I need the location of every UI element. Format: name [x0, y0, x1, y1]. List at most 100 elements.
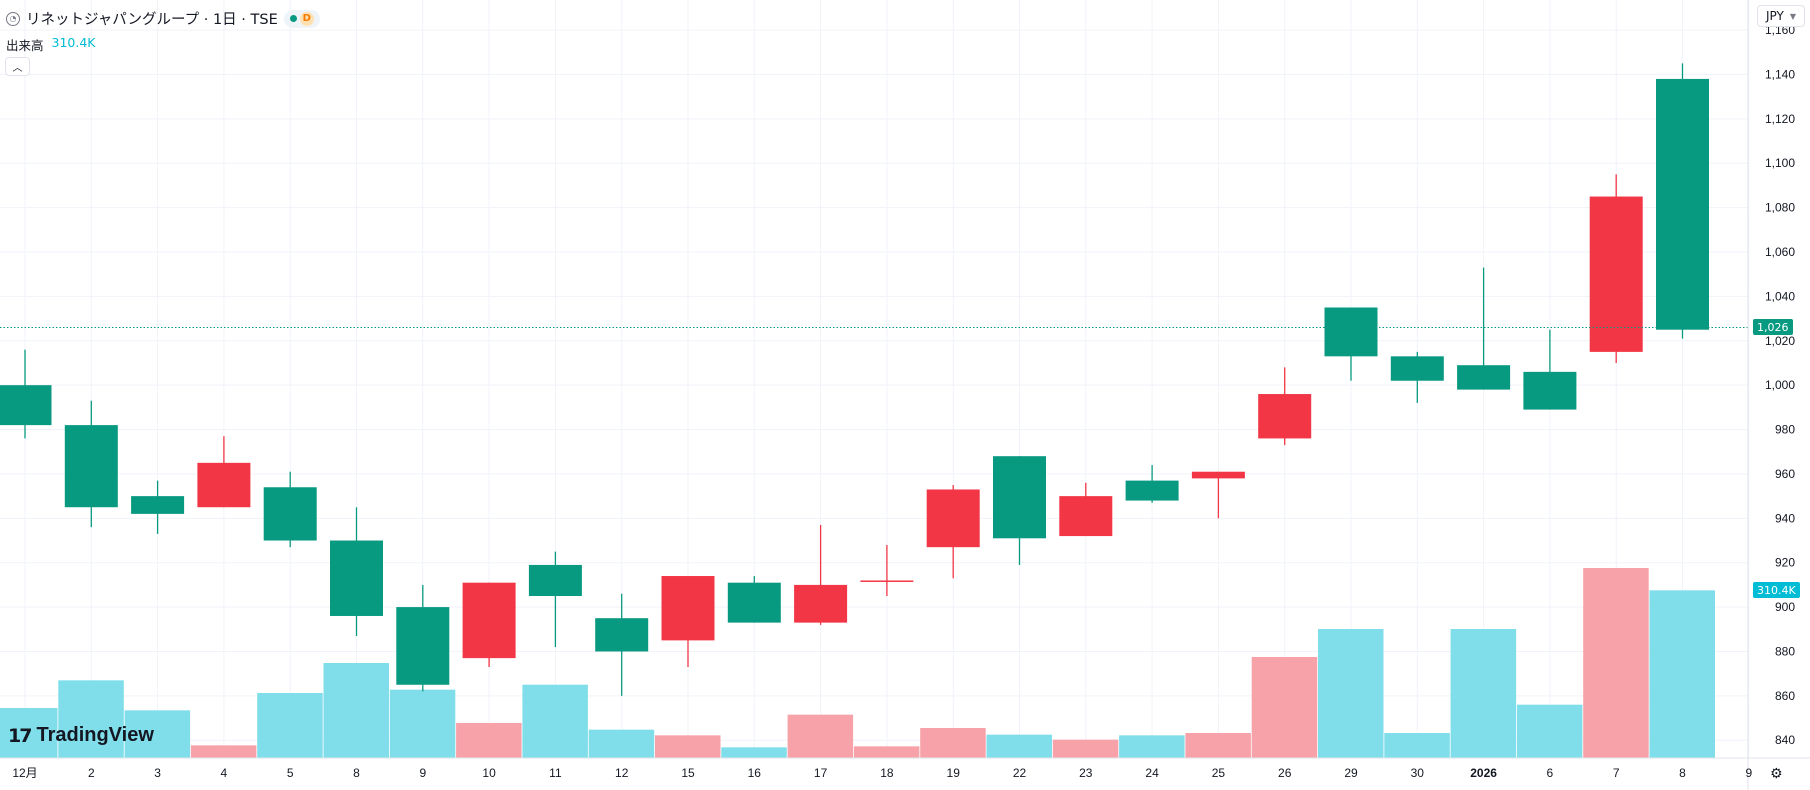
time-tick-label: 5 [287, 766, 294, 780]
candle-body [1059, 496, 1113, 537]
candle-body [131, 496, 185, 514]
time-tick-label: 12 [615, 766, 629, 780]
candle-body [1191, 471, 1245, 479]
market-open-dot-icon [289, 15, 297, 22]
candle-body [462, 582, 516, 659]
time-tick-label: 26 [1278, 766, 1292, 780]
candle-body [993, 456, 1046, 539]
volume-value: 310.4K [51, 35, 96, 50]
volume-bar [853, 746, 920, 758]
candle-body [860, 580, 914, 582]
volume-label: 出来高 [6, 38, 44, 53]
volume-bar [389, 689, 456, 758]
currency-label: JPY [1766, 9, 1784, 23]
volume-bar [1450, 629, 1517, 758]
candle-body [1523, 371, 1577, 410]
time-tick-label: 9 [1745, 766, 1752, 780]
price-tick-label: 1,060 [1765, 245, 1795, 259]
market-status-badge[interactable]: D [283, 9, 320, 28]
time-tick-label: 18 [880, 766, 894, 780]
price-tick-label: 880 [1775, 644, 1795, 658]
candle-body [926, 489, 980, 548]
price-tick-label: 840 [1775, 733, 1795, 747]
volume-bar [124, 710, 191, 758]
time-tick-label: 22 [1013, 766, 1027, 780]
volume-badge: 310.4K [1753, 582, 1800, 599]
volume-bar [1318, 629, 1384, 758]
volume-bar [986, 734, 1052, 758]
time-tick-label: 17 [814, 766, 828, 780]
time-tick-label: 12月 [12, 766, 37, 780]
time-tick-label: 10 [482, 766, 496, 780]
price-tick-label: 1,120 [1765, 112, 1795, 126]
candle-body [661, 576, 715, 641]
time-tick-label: 24 [1145, 766, 1159, 780]
candle-body [197, 462, 251, 508]
volume-bar [257, 693, 323, 758]
settings-gear-icon[interactable]: ⚙ [1770, 766, 1783, 782]
time-tick-label: 11 [549, 766, 562, 780]
candle-body [1324, 307, 1378, 357]
candle-body [396, 607, 450, 685]
time-tick-label: 6 [1547, 766, 1554, 780]
candle-body [64, 425, 118, 508]
time-tick-label: 16 [748, 766, 762, 780]
time-tick-label: 19 [947, 766, 961, 780]
volume-bar [655, 735, 721, 758]
time-tick-label: 29 [1344, 766, 1358, 780]
currency-selector[interactable]: JPY ▼ [1757, 5, 1805, 27]
symbol-logo-icon: ◔ [6, 11, 20, 26]
time-tick-label: 9 [419, 766, 426, 780]
volume-bar [787, 714, 854, 758]
candle-body [794, 584, 848, 623]
time-tick-label: 8 [1679, 766, 1686, 780]
time-tick-label: 2026 [1470, 766, 1497, 780]
price-tick-label: 900 [1775, 600, 1795, 614]
price-tick-label: 1,000 [1765, 378, 1795, 392]
chevron-up-icon: ︿ [12, 63, 23, 74]
volume-bar [721, 747, 787, 758]
current-price-badge: 1,026 [1753, 319, 1793, 336]
candle-body [1125, 480, 1179, 501]
volume-legend: 出来高 310.4K [6, 35, 96, 54]
time-tick-label: 30 [1411, 766, 1425, 780]
volume-bar [1516, 704, 1583, 758]
candle-body [330, 540, 383, 616]
time-tick-label: 7 [1613, 766, 1620, 780]
symbol-legend: ◔ リネットジャパングループ · 1日 · TSE D [6, 8, 320, 29]
tradingview-wordmark: TradingView [36, 724, 154, 746]
time-tick-label: 15 [681, 766, 695, 780]
time-tick-label: 25 [1212, 766, 1226, 780]
volume-bar [0, 708, 58, 758]
tradingview-logo[interactable]: 17 TradingView [8, 724, 154, 747]
candle-body [1656, 78, 1709, 330]
chart-title[interactable]: リネットジャパングループ · 1日 · TSE [26, 12, 278, 28]
volume-bar [1649, 590, 1715, 758]
chevron-down-icon: ▼ [1789, 11, 1796, 21]
volume-bar [522, 684, 588, 758]
volume-bar [190, 745, 257, 758]
volume-bar [1185, 733, 1251, 758]
collapse-legend-button[interactable]: ︿ [5, 57, 30, 76]
volume-bar [456, 723, 522, 758]
volume-bar [1119, 735, 1185, 758]
delayed-data-icon: D [299, 11, 314, 26]
candle-body [263, 487, 317, 541]
candle-body [1589, 196, 1643, 352]
price-tick-label: 960 [1775, 467, 1795, 481]
candle-body [727, 582, 781, 623]
volume-bar [920, 728, 986, 758]
volume-bar [588, 729, 655, 758]
candle-body [1390, 356, 1444, 381]
volume-bar [1583, 568, 1649, 758]
time-tick-label: 2 [88, 766, 95, 780]
candle-body [1457, 365, 1511, 390]
time-tick-label: 23 [1079, 766, 1093, 780]
price-tick-label: 920 [1775, 556, 1795, 570]
price-tick-label: 940 [1775, 511, 1795, 525]
volume-bar [1251, 657, 1318, 758]
price-tick-label: 1,140 [1765, 67, 1795, 81]
time-tick-label: 8 [353, 766, 360, 780]
volume-bar [323, 663, 389, 758]
